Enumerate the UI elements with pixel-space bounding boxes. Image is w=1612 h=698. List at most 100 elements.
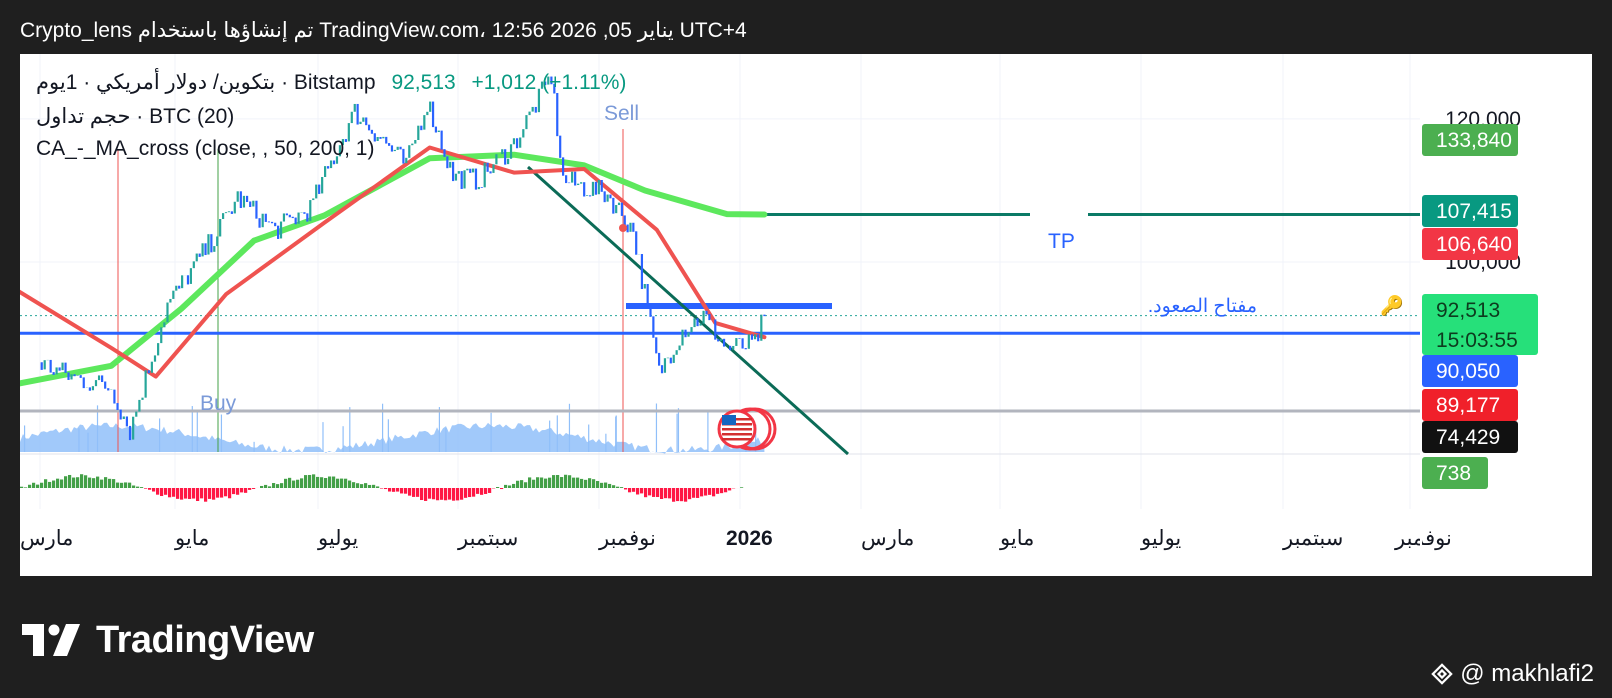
oscillator-bar <box>316 476 320 488</box>
x-tick-label: مايو <box>174 527 209 551</box>
sell-label: Sell <box>604 102 639 125</box>
oscillator-bar <box>260 485 264 488</box>
legend-indicator-row[interactable]: CA_-_MA_cross (close, , 50, 200, 1) <box>36 137 374 161</box>
oscillator-bar <box>360 484 364 488</box>
oscillator-bar <box>276 484 280 488</box>
oscillator-bar <box>560 477 564 488</box>
oscillator-bar <box>124 482 128 488</box>
oscillator-bar <box>48 481 52 488</box>
oscillator-bar <box>704 488 708 496</box>
oscillator-bar <box>200 488 204 499</box>
oscillator-bar <box>268 486 272 488</box>
oscillator-bar <box>384 488 388 490</box>
binance-diamond-icon <box>1431 663 1453 685</box>
oscillator-bar <box>436 488 440 501</box>
oscillator-bar <box>20 486 24 488</box>
oscillator-bar <box>740 487 744 488</box>
oscillator-bar <box>144 488 148 489</box>
oscillator-bar <box>244 488 248 493</box>
oscillator-bar <box>412 488 416 497</box>
chart-header: Crypto_lens تم إنشاؤها باستخدام TradingV… <box>20 19 747 42</box>
oscillator-bar <box>472 488 476 497</box>
oscillator-bar <box>184 488 188 499</box>
oscillator-bar <box>512 483 516 488</box>
oscillator-bar <box>208 488 212 499</box>
oscillator-bar <box>356 483 360 488</box>
price-tag-label: 133,840 <box>1436 129 1512 152</box>
oscillator-bar <box>240 488 244 493</box>
price-tag-upper-line <box>1422 124 1518 156</box>
oscillator-bar <box>380 488 384 489</box>
oscillator-bar <box>252 488 256 489</box>
flag-stripe <box>722 418 752 421</box>
volume-label: حجم تداول · BTC (20) <box>36 105 235 128</box>
oscillator-bar <box>248 488 252 490</box>
flag-stripe <box>722 428 752 431</box>
oscillator-bar <box>424 488 428 501</box>
oscillator-bar <box>664 488 668 499</box>
oscillator-bar <box>428 488 432 499</box>
oscillator-bar <box>220 488 224 498</box>
oscillator-bar <box>728 488 732 491</box>
oscillator-bar <box>632 488 636 492</box>
oscillator-bar <box>52 480 56 488</box>
oscillator-bar <box>616 486 620 488</box>
oscillator-bar <box>32 482 36 488</box>
symbol-label: بتكوين/ دولار أمريكي · 1يوم · Bitstamp <box>36 71 376 94</box>
oscillator-bar <box>72 477 76 488</box>
oscillator-bar <box>456 488 460 501</box>
tradingview-wordmark: TradingView <box>96 618 314 661</box>
oscillator-bar <box>440 488 444 500</box>
oscillator-bar <box>604 482 608 488</box>
oscillator-bar <box>180 488 184 500</box>
oscillator-bar <box>136 486 140 488</box>
oscillator-bar <box>496 487 500 488</box>
oscillator-bar <box>152 488 156 492</box>
oscillator-bar <box>400 488 404 494</box>
oscillator-bar <box>600 482 604 488</box>
flag-stripe <box>722 438 752 441</box>
oscillator-bar <box>636 488 640 495</box>
oscillator-bar <box>340 478 344 488</box>
buy-label: Buy <box>200 392 237 415</box>
oscillator-bar <box>404 488 408 494</box>
oscillator-bar <box>524 482 528 488</box>
oscillator-bar <box>572 477 576 488</box>
oscillator-bar <box>672 488 676 502</box>
oscillator-bar <box>596 481 600 488</box>
oscillator-bar <box>644 488 648 498</box>
legend-symbol-row[interactable]: بتكوين/ دولار أمريكي · 1يوم · Bitstamp 9… <box>36 70 626 95</box>
price-tag-label: 89,177 <box>1436 394 1500 417</box>
oscillator-bar <box>460 488 464 500</box>
oscillator-bar <box>668 488 672 499</box>
oscillator-bar <box>332 476 336 488</box>
oscillator-bar <box>112 479 116 488</box>
oscillator-bar <box>76 477 80 488</box>
indicator-label: CA_-_MA_cross (close, , 50, 200, 1) <box>36 137 375 160</box>
legend-volume-row[interactable]: حجم تداول · BTC (20) <box>36 104 234 129</box>
oscillator-bar <box>540 477 544 488</box>
oscillator-bar <box>680 488 684 502</box>
author-watermark: @ makhlafi2 <box>1430 660 1594 688</box>
oscillator-bar <box>408 488 412 496</box>
oscillator-bar <box>40 482 44 488</box>
oscillator-bar <box>488 488 492 493</box>
oscillator-bar <box>536 477 540 488</box>
x-tick-label: سبتمبر <box>1282 527 1343 551</box>
oscillator-bar <box>296 479 300 488</box>
oscillator-bar <box>508 485 512 488</box>
oscillator-bar <box>216 488 220 498</box>
price-tag-blue-line <box>1422 355 1518 387</box>
ma-50-line <box>20 145 767 379</box>
oscillator-bar <box>464 488 468 498</box>
oscillator-bar <box>196 488 200 502</box>
oscillator-bar <box>564 474 568 488</box>
oscillator-bar <box>660 488 664 500</box>
oscillator-bar <box>716 488 720 494</box>
oscillator-bar <box>376 486 380 488</box>
oscillator-bar <box>164 488 168 495</box>
oscillator-bar <box>640 488 644 494</box>
oscillator-bar <box>288 477 292 488</box>
